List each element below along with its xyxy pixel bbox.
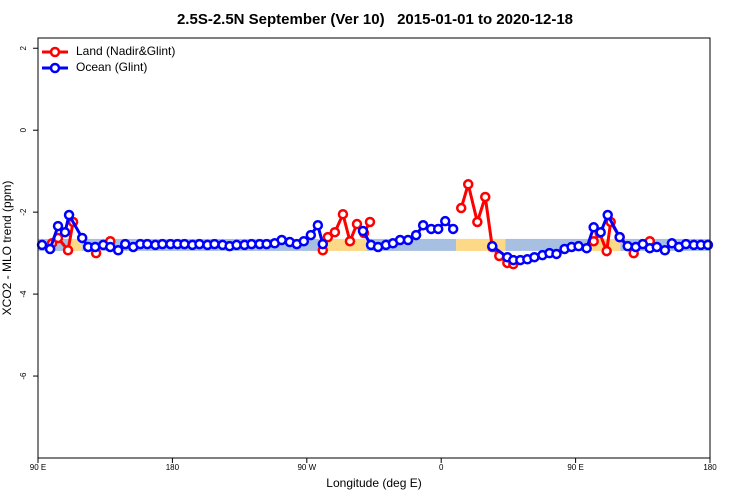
- series-point: [63, 209, 75, 221]
- series-point: [317, 238, 329, 250]
- x-tick-label: 90 W: [297, 463, 316, 472]
- y-axis-label: XCO2 - MLO trend (ppm): [0, 181, 14, 316]
- series-point: [142, 238, 153, 250]
- y-tick-label: -4: [19, 290, 28, 298]
- series-point: [651, 241, 663, 253]
- series-point: [52, 220, 64, 232]
- series-point: [344, 235, 356, 247]
- x-tick-label: 0: [439, 463, 444, 472]
- series-point: [329, 226, 341, 238]
- series-point: [36, 239, 48, 251]
- series-point: [480, 191, 491, 203]
- series-point: [76, 232, 88, 244]
- series-point: [246, 238, 257, 250]
- series-point: [455, 202, 467, 214]
- series-point: [89, 241, 101, 253]
- series-point: [462, 179, 474, 190]
- series-point: [276, 234, 287, 246]
- series-point: [622, 240, 633, 252]
- series-point: [312, 220, 324, 231]
- series-point: [595, 226, 606, 238]
- series-point: [529, 251, 540, 263]
- series-point: [357, 225, 369, 237]
- y-tick-label: -2: [19, 208, 28, 216]
- series-point: [44, 243, 56, 255]
- legend-label: Land (Nadir&Glint): [76, 44, 175, 58]
- series-point: [432, 223, 444, 235]
- legend-label: Ocean (Glint): [76, 60, 147, 74]
- series-point: [602, 209, 613, 221]
- series-point: [209, 238, 220, 250]
- series-point: [112, 245, 124, 256]
- series-point: [194, 238, 205, 250]
- series-point: [614, 231, 625, 243]
- series-point: [588, 222, 599, 233]
- series-point: [402, 234, 414, 246]
- x-tick-label: 90 E: [567, 463, 583, 472]
- legend-marker: [49, 62, 61, 74]
- x-tick-label: 90 E: [30, 463, 46, 472]
- series-point: [322, 231, 334, 243]
- y-tick-label: 2: [19, 45, 28, 50]
- series-point: [472, 216, 483, 228]
- series-point: [447, 223, 459, 235]
- series-point: [573, 240, 584, 252]
- y-tick-label: -6: [19, 372, 28, 380]
- x-axis-label: Longitude (deg E): [326, 476, 421, 490]
- chart-title: 2.5S-2.5N September (Ver 10) 2015-01-01 …: [177, 11, 573, 28]
- x-tick-label: 180: [166, 463, 180, 472]
- series-point: [261, 238, 272, 250]
- series-point: [119, 238, 131, 250]
- series-point: [59, 226, 71, 238]
- series-point: [351, 218, 363, 230]
- series-point: [439, 215, 451, 227]
- series-point: [581, 242, 592, 254]
- series-point: [298, 235, 310, 247]
- series-point: [659, 245, 671, 256]
- series-point: [337, 208, 349, 220]
- lines: [36, 179, 714, 268]
- series-point: [551, 248, 562, 260]
- series-point: [702, 239, 714, 251]
- x-tick-label: 180: [703, 463, 717, 472]
- legend-marker: [49, 46, 61, 58]
- series-point: [601, 245, 612, 257]
- series-point: [305, 229, 317, 241]
- series-point: [157, 238, 168, 250]
- series-point: [417, 220, 429, 231]
- series-point: [410, 229, 422, 241]
- series-point: [62, 245, 74, 256]
- series-point: [364, 216, 376, 228]
- series-point: [487, 240, 498, 252]
- y-tick-label: 0: [19, 127, 28, 132]
- plot-frame: [37, 37, 711, 459]
